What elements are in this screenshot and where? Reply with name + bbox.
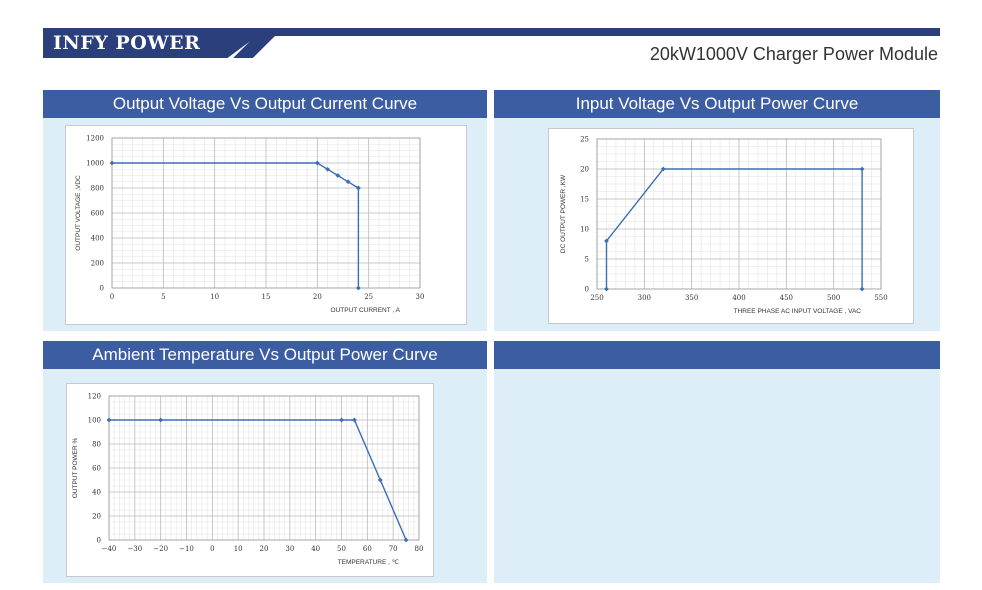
x-tick-label: 0 [110,293,114,301]
y-tick-label: 0 [100,285,104,293]
x-tick-label: 450 [780,294,793,302]
data-point [335,173,341,178]
y-tick-label: 120 [88,393,101,401]
data-point [345,179,351,185]
y-tick-label: 60 [92,465,101,473]
x-tick-label: 60 [363,545,372,553]
x-tick-label: 10 [234,545,243,553]
data-point [377,477,383,483]
data-point [859,286,865,292]
y-tick-label: 5 [585,256,589,264]
x-tick-label: 500 [827,294,840,302]
y-tick-label: 400 [91,235,104,243]
x-tick-label: 10 [210,293,219,301]
plot-border [111,137,421,289]
data-point [604,238,609,244]
top-accent-line [43,28,940,36]
series-line [109,419,407,541]
x-tick-label: 0 [210,545,214,553]
x-tick-label: 80 [415,545,424,553]
y-tick-label: 20 [92,513,101,521]
y-tick-label: 600 [91,210,104,218]
panel-title: Ambient Temperature Vs Output Power Curv… [43,341,487,369]
x-axis-title: OUTPUT CURRENT , A [331,307,401,314]
data-point [356,285,361,291]
x-tick-label: 20 [313,293,322,301]
x-tick-label: 350 [685,294,698,302]
panel-title: Input Voltage Vs Output Power Curve [494,90,940,118]
data-point [106,417,112,423]
chart-frame: 250 300 350 400 450 500 550 0 5 10 15 20 25 THREE PHA… [548,128,914,324]
y-tick-label: 25 [580,136,589,144]
x-tick-label: 30 [285,545,294,553]
x-tick-label: −30 [127,545,142,553]
data-point [859,166,865,172]
x-tick-label: 20 [260,545,269,553]
panel-voltage-current: Output Voltage Vs Output Current Curve 0… [43,90,487,331]
chart-voltage-vs-current: 0 5 10 15 20 25 30 0 200 400 600 800 1000 1200 OUTPUT … [75,135,425,315]
y-axis-title: OUTPUT VOLTAGE ,VDC [75,175,82,251]
plot-border [596,138,882,290]
y-tick-label: 200 [91,260,104,268]
y-tick-label: 40 [92,489,101,497]
data-point [403,537,409,543]
y-tick-label: 20 [580,166,589,174]
panel-temperature-power: Ambient Temperature Vs Output Power Curv… [43,341,487,583]
x-tick-label: 70 [389,545,398,553]
x-tick-label: −20 [153,545,168,553]
panel-empty [494,341,940,583]
y-tick-label: 100 [88,417,101,425]
y-tick-label: 800 [91,185,104,193]
panel-title: Output Voltage Vs Output Current Curve [43,90,487,118]
x-axis-title: TEMPERATURE , ℃ [338,559,400,566]
data-point [339,417,344,423]
y-tick-label: 1000 [86,160,104,168]
panel-input-voltage-power: Input Voltage Vs Output Power Curve 250 3… [494,90,940,331]
brand-logo-text: INFY POWER [53,32,201,54]
x-tick-label: 300 [638,294,651,302]
chart-frame: −40 −30 −20 −10 0 10 20 30 40 50 60 70 80 0 20 40 60 80 10… [66,383,434,577]
chart-temperature-vs-power: −40 −30 −20 −10 0 10 20 30 40 50 60 70 80 0 20 40 60 80 10… [72,393,424,567]
y-axis-title: OUTPUT POWER % [72,438,79,499]
data-point [314,160,320,166]
data-point [356,185,361,191]
x-tick-label: −40 [102,545,117,553]
x-tick-label: 30 [416,293,425,301]
top-bar: INFY POWER [43,28,940,58]
y-tick-label: 1200 [86,135,104,143]
x-tick-label: 50 [337,545,346,553]
data-point [109,160,115,166]
x-tick-label: 5 [161,293,165,301]
data-point [660,166,666,172]
x-axis-title: THREE PHASE AC INPUT VOLTAGE , VAC [734,308,862,315]
chart-frame: 0 5 10 15 20 25 30 0 200 400 600 800 1000 1200 OUTPUT … [65,125,467,325]
data-point [604,286,609,292]
page-subtitle: 20kW1000V Charger Power Module [649,44,938,64]
data-point [325,166,330,172]
panel-title [494,341,940,369]
x-tick-label: 25 [364,293,373,301]
plot-border [108,395,420,541]
y-axis-title: DC OUTPUT POWER ,KW [560,174,567,253]
y-tick-label: 10 [580,226,589,234]
y-tick-label: 80 [92,441,101,449]
x-tick-label: 550 [874,294,887,302]
x-tick-label: 250 [590,294,603,302]
x-tick-label: 15 [262,293,271,301]
data-point [352,417,357,423]
x-tick-label: 40 [311,545,320,553]
data-point [158,417,164,423]
y-tick-label: 0 [97,537,101,545]
y-tick-label: 15 [580,196,589,204]
x-tick-label: −10 [179,545,194,553]
chart-input-voltage-vs-power: 250 300 350 400 450 500 550 0 5 10 15 20 25 THREE PHA… [560,136,888,316]
x-tick-label: 400 [732,294,745,302]
y-tick-label: 0 [585,286,589,294]
brand-banner [43,28,268,58]
